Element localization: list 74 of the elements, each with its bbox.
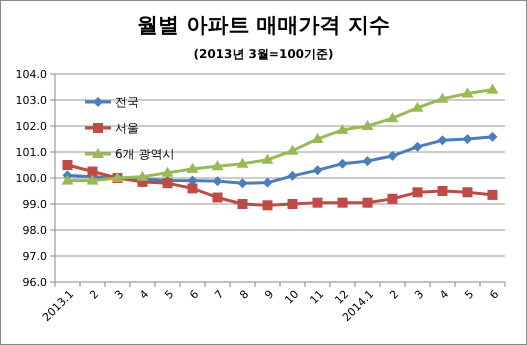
legend-label: 전국	[115, 95, 139, 110]
x-tick-label: 8	[237, 288, 252, 302]
x-tick-label: 11	[307, 288, 326, 307]
point	[262, 178, 272, 188]
point	[462, 187, 472, 198]
y-tick-label: 100.0	[16, 172, 47, 185]
legend-label: 6개 광역시	[115, 147, 174, 162]
x-tick-label: 2	[87, 288, 102, 302]
y-tick-label: 101.0	[16, 146, 47, 159]
point	[286, 144, 298, 155]
x-tick-label: 5	[162, 288, 176, 302]
point	[62, 174, 74, 185]
point	[338, 158, 348, 169]
point	[262, 200, 272, 210]
point	[436, 92, 448, 103]
point	[162, 178, 172, 188]
x-tick-label: 3	[112, 288, 126, 302]
x-tick-label: 6	[487, 288, 502, 302]
point	[238, 199, 248, 209]
x-tick-label: 5	[462, 288, 476, 302]
point	[86, 174, 98, 185]
y-tick-label: 102.0	[16, 120, 47, 133]
x-tick-label: 2	[387, 288, 402, 302]
point	[238, 178, 248, 188]
chart-title: 월별 아파트 매매가격 지수	[137, 13, 390, 37]
point	[312, 198, 322, 208]
point	[262, 154, 274, 164]
point	[312, 133, 324, 143]
point	[338, 198, 348, 208]
point	[312, 165, 322, 176]
point	[88, 166, 98, 176]
point	[488, 190, 498, 200]
x-tick-label: 10	[282, 288, 302, 307]
point	[488, 132, 498, 142]
point	[362, 198, 372, 208]
point	[62, 160, 72, 170]
point	[236, 158, 248, 168]
point	[186, 162, 198, 173]
x-tick-label: 6	[187, 288, 202, 302]
x-tick-label: 7	[212, 288, 226, 302]
point	[388, 150, 398, 161]
point	[136, 170, 148, 181]
point	[188, 183, 198, 194]
x-tick-label: 4	[137, 288, 152, 302]
point	[412, 142, 422, 152]
y-tick-label: 104.0	[16, 68, 47, 81]
point	[438, 135, 448, 146]
y-tick-label: 98.0	[22, 224, 47, 237]
point	[362, 156, 372, 166]
point	[336, 124, 348, 134]
chart-subtitle: (2013년 3월=100기준)	[194, 47, 334, 61]
point	[212, 176, 222, 186]
point	[462, 134, 472, 144]
point	[486, 84, 498, 94]
y-tick-label: 96.0	[22, 276, 47, 289]
point	[412, 102, 424, 112]
point	[288, 170, 298, 181]
point	[386, 112, 398, 122]
x-tick-label: 3	[412, 288, 426, 302]
y-tick-label: 97.0	[22, 250, 47, 263]
y-tick-label: 99.0	[22, 198, 47, 211]
x-tick-label: 4	[437, 288, 452, 302]
legend-label: 서울	[115, 121, 139, 136]
point	[412, 187, 422, 198]
point	[362, 120, 374, 130]
y-tick-label: 103.0	[16, 94, 47, 107]
x-tick-label: 9	[262, 288, 276, 302]
point	[462, 88, 474, 98]
point	[162, 166, 174, 177]
point	[438, 186, 448, 196]
point	[388, 194, 398, 204]
point	[212, 192, 222, 202]
point	[212, 160, 224, 170]
point	[288, 199, 298, 209]
